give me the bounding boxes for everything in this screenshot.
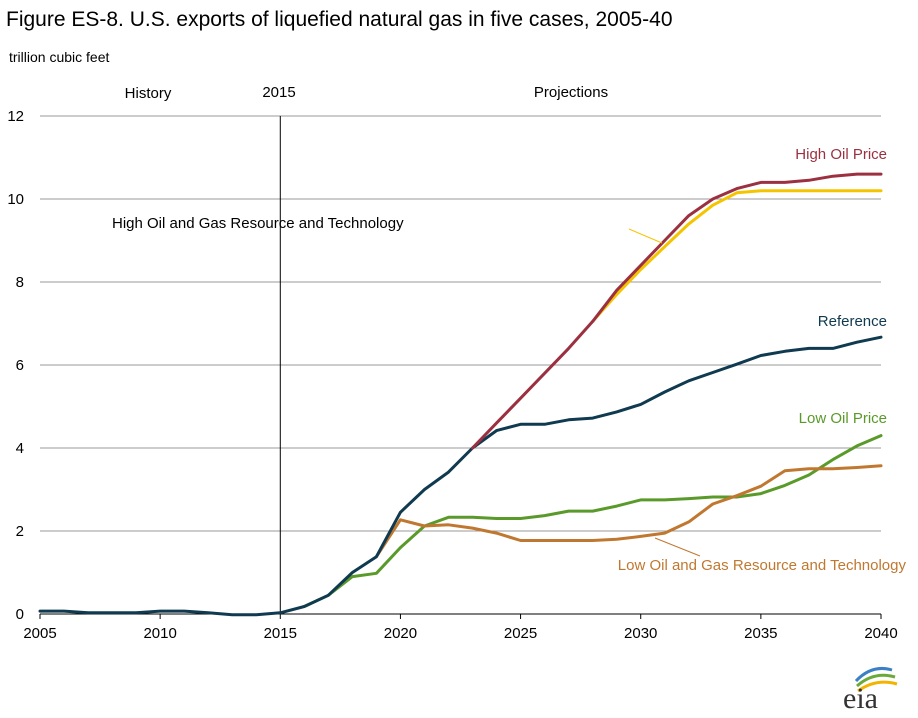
y-tick-label: 8 (16, 274, 24, 291)
y-tick-label: 10 (7, 191, 24, 208)
y-axis-tick-labels: 0 2 4 6 8 10 12 (7, 108, 24, 623)
gridlines (40, 115, 881, 615)
x-tick-label: 2020 (384, 625, 417, 642)
y-tick-label: 0 (16, 606, 24, 623)
leader-line-high-resource (628, 228, 663, 244)
divider-year-label: 2015 (262, 84, 295, 101)
eia-logo: eia (843, 666, 898, 715)
series-line-high-oil-and-gas-resource-and-technology (591, 189, 883, 323)
series-lines (38, 172, 883, 617)
y-tick-label: 6 (16, 357, 24, 374)
series-line-high-oil-price (471, 172, 883, 450)
y-tick-label: 2 (16, 523, 24, 540)
projections-label: Projections (534, 84, 608, 101)
x-tick-label: 2040 (864, 625, 897, 642)
series-label-reference: Reference (818, 313, 887, 330)
y-axis-unit-label: trillion cubic feet (9, 49, 109, 65)
series-label-high-resource: High Oil and Gas Resource and Technology (112, 215, 404, 232)
x-tick-label: 2010 (143, 625, 176, 642)
y-tick-label: 12 (7, 108, 24, 125)
series-line-reference (38, 335, 883, 617)
x-tick-label: 2015 (264, 625, 297, 642)
series-line-low-oil-and-gas-resource-and-technology (374, 464, 883, 559)
x-tick-label: 2030 (624, 625, 657, 642)
y-tick-label: 4 (16, 440, 24, 457)
chart-title: Figure ES-8. U.S. exports of liquefied n… (6, 8, 673, 31)
x-axis-tick-labels: 2005 2010 2015 2020 2025 2030 2035 2040 (23, 614, 898, 642)
leader-line-low-resource (654, 537, 701, 557)
x-tick-label: 2005 (23, 625, 56, 642)
series-line-low-oil-price (302, 434, 883, 608)
series-label-low-oil-price: Low Oil Price (799, 410, 887, 427)
history-label: History (125, 85, 172, 102)
series-label-high-oil-price: High Oil Price (795, 146, 887, 163)
eia-logo-text: eia (843, 682, 878, 715)
x-tick-label: 2035 (744, 625, 777, 642)
series-label-low-resource: Low Oil and Gas Resource and Technology (618, 557, 907, 574)
x-tick-label: 2025 (504, 625, 537, 642)
